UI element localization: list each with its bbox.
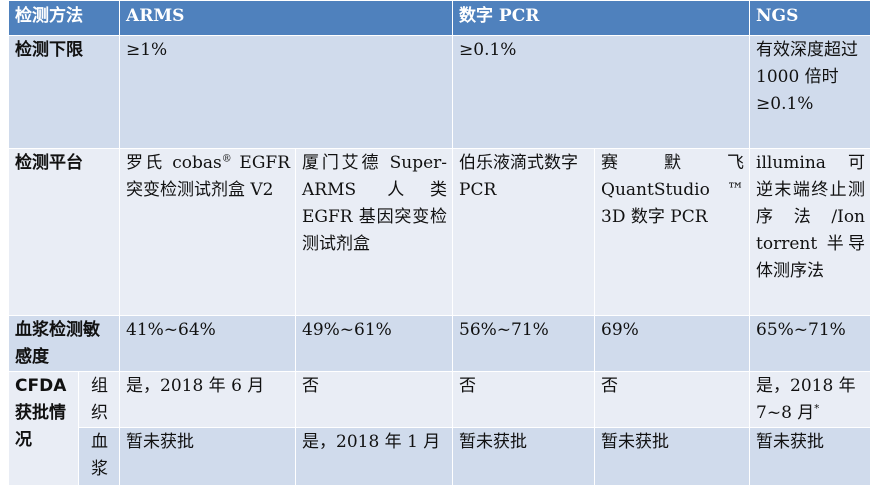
- footnote-mark: *: [814, 403, 820, 415]
- sensitivity-roche: 41%~64%: [119, 315, 296, 372]
- platform-label: 检测平台: [8, 148, 120, 316]
- cfda-tissue-amoy: 否: [294, 371, 454, 428]
- sensitivity-row: 血浆检测敏感度 41%~64% 49%~61% 56%~71% 69% 65%~…: [8, 315, 872, 372]
- limit-ngs: 有效深度超过 1000 倍时≥0.1%: [749, 35, 872, 149]
- platform-thermo: 赛默飞 QuantStudio ™ 3D 数字 PCR: [594, 148, 751, 316]
- platform-roche-name: 罗氏 cobas: [126, 153, 222, 173]
- platform-roche-rest: EGFR 突变检测试剂盒 V2: [126, 153, 290, 200]
- platform-biorad: 伯乐液滴式数字 PCR: [452, 148, 596, 316]
- platform-row: 检测平台 罗氏 cobas® EGFR 突变检测试剂盒 V2 厦门艾德 Supe…: [8, 148, 872, 316]
- limit-arms: ≥1%: [118, 35, 454, 149]
- limit-label: 检测下限: [8, 35, 120, 149]
- limit-row: 检测下限 ≥1% ≥0.1% 有效深度超过 1000 倍时≥0.1%: [8, 35, 872, 149]
- platform-amoy: 厦门艾德 Super-ARMS 人类 EGFR 基因突变检测试剂盒: [294, 148, 454, 316]
- limit-dpcr: ≥0.1%: [452, 35, 751, 149]
- header-digital-pcr: 数字 PCR: [452, 0, 751, 36]
- header-row: 检测方法 ARMS 数字 PCR NGS: [8, 0, 872, 36]
- sensitivity-thermo: 69%: [594, 315, 751, 372]
- cfda-plasma-roche: 暂未获批: [119, 427, 296, 486]
- cfda-plasma-ngs: 暂未获批: [749, 427, 872, 486]
- platform-ngs: illumina 可逆末端终止测序法/Ion torrent 半导体测序法: [749, 148, 872, 316]
- cfda-plasma-label: 血浆: [78, 427, 120, 486]
- sensitivity-amoy: 49%~61%: [294, 315, 454, 372]
- cfda-tissue-ngs-text: 是，2018 年 7~8 月: [756, 376, 856, 423]
- cfda-tissue-roche: 是，2018 年 6 月: [119, 371, 296, 428]
- cfda-plasma-row: 血浆 暂未获批 是，2018 年 1 月 暂未获批 暂未获批 暂未获批: [9, 427, 872, 486]
- cfda-label: CFDA获批情况: [8, 371, 79, 486]
- cfda-plasma-thermo: 暂未获批: [594, 427, 751, 486]
- cfda-tissue-biorad: 否: [452, 371, 596, 428]
- comparison-table: 检测方法 ARMS 数字 PCR NGS 检测下限 ≥1% ≥0.1% 有效深度…: [8, 0, 872, 486]
- sensitivity-ngs: 65%~71%: [749, 315, 872, 372]
- cfda-plasma-amoy: 是，2018 年 1 月: [294, 427, 454, 486]
- cfda-tissue-ngs: 是，2018 年 7~8 月*: [749, 371, 872, 428]
- cfda-tissue-thermo: 否: [594, 371, 751, 428]
- registered-mark: ®: [221, 153, 232, 165]
- cfda-plasma-biorad: 暂未获批: [452, 427, 596, 486]
- sensitivity-biorad: 56%~71%: [452, 315, 596, 372]
- platform-roche: 罗氏 cobas® EGFR 突变检测试剂盒 V2: [119, 148, 296, 316]
- cfda-tissue-row: CFDA获批情况 组织 是，2018 年 6 月 否 否 否 是，2018 年 …: [8, 371, 872, 486]
- header-method: 检测方法: [8, 0, 120, 36]
- sensitivity-label: 血浆检测敏感度: [8, 315, 120, 372]
- cfda-tissue-label: 组织: [78, 371, 120, 428]
- header-arms: ARMS: [118, 0, 454, 36]
- header-ngs: NGS: [749, 0, 872, 36]
